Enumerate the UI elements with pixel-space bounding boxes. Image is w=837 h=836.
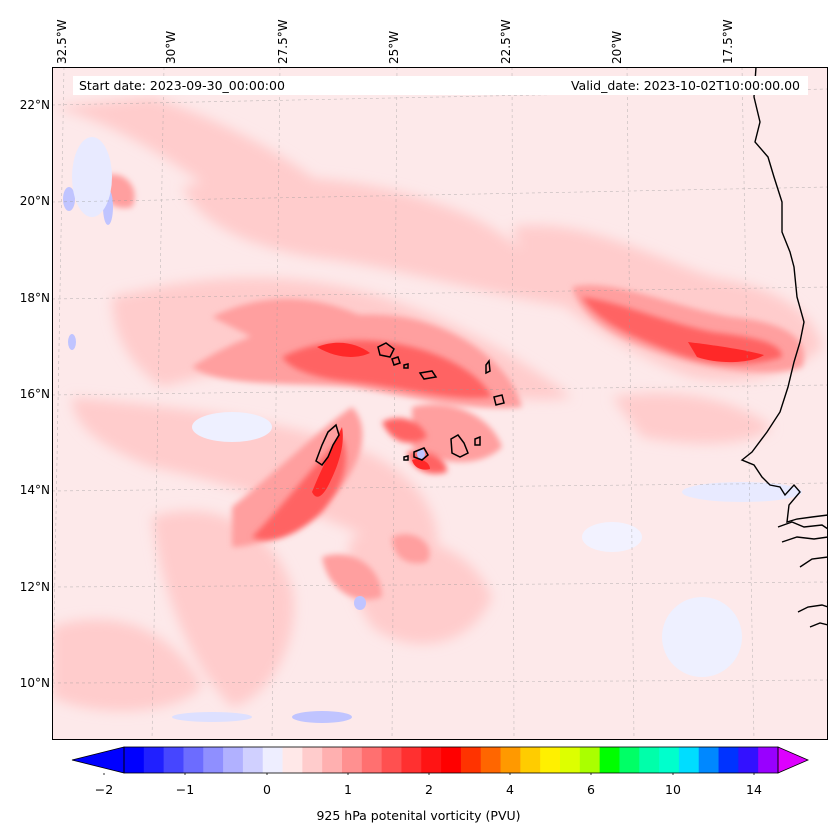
lon-label: 17.5°W	[721, 19, 735, 64]
colorbar-segment	[342, 747, 363, 773]
colorbar-tick-label: 0	[263, 782, 271, 797]
lon-label: 20°W	[610, 30, 624, 64]
colorbar-segment	[143, 747, 165, 773]
colorbar-segment	[460, 747, 482, 773]
colorbar-segment	[738, 747, 759, 773]
colorbar-tick-label: 6	[587, 782, 595, 797]
lat-label: 18°N	[19, 291, 50, 305]
colorbar-segment	[361, 747, 383, 773]
lat-label: 10°N	[19, 676, 50, 690]
colorbar-segment	[718, 747, 739, 773]
colorbar-segment	[242, 747, 264, 773]
colorbar-tick-label: 1	[344, 782, 352, 797]
colorbar-segment	[421, 747, 442, 773]
colorbar-label: 925 hPa potenital vorticity (PVU)	[316, 808, 521, 823]
colorbar-segment	[163, 747, 185, 773]
colorbar-tick-label: 4	[506, 782, 514, 797]
colorbar-segment	[183, 747, 204, 773]
colorbar-segment	[639, 747, 660, 773]
colorbar-tick-label: 2	[425, 782, 433, 797]
lat-label: 12°N	[19, 580, 50, 594]
pv-field-max	[312, 342, 764, 497]
colorbar-segment	[659, 747, 680, 773]
lon-label: 27.5°W	[276, 19, 290, 64]
colorbar-tick-label: 14	[746, 782, 762, 797]
colorbar-segment	[480, 747, 502, 773]
lat-label: 16°N	[19, 387, 50, 401]
colorbar-segment	[678, 747, 700, 773]
colorbar-ticks	[103, 773, 755, 775]
gridlines	[52, 67, 828, 740]
colorbar-under-triangle	[71, 746, 125, 774]
lon-label: 25°W	[387, 30, 401, 64]
islands	[315, 342, 505, 467]
colorbar-segment	[520, 747, 541, 773]
colorbar-segment	[322, 747, 343, 773]
colorbar-segment	[599, 747, 621, 773]
colorbar-over-triangle	[777, 746, 810, 774]
lat-label: 22°N	[19, 98, 50, 112]
colorbar-segments	[124, 747, 779, 773]
colorbar-segment	[579, 747, 601, 773]
start-date: Start date: 2023-09-30_00:00:00	[79, 78, 285, 93]
colorbar-segment	[401, 747, 422, 773]
colorbar-segment	[758, 747, 779, 773]
colorbar-segment	[223, 747, 244, 773]
colorbar-segment	[302, 747, 323, 773]
colorbar-segment	[619, 747, 640, 773]
colorbar-segment	[698, 747, 720, 773]
colorbar-tick-label: −2	[94, 782, 114, 797]
colorbar	[71, 746, 810, 775]
lon-label: 22.5°W	[499, 19, 513, 64]
colorbar-frame	[123, 746, 779, 774]
lat-label: 20°N	[19, 194, 50, 208]
colorbar-segment	[203, 747, 224, 773]
colorbar-segment	[381, 747, 403, 773]
colorbar-segment	[262, 747, 284, 773]
colorbar-segment	[441, 747, 462, 773]
colorbar-tick-label: 10	[665, 782, 681, 797]
colorbar-segment	[540, 747, 561, 773]
colorbar-segment	[560, 747, 581, 773]
lon-label: 32.5°W	[55, 19, 69, 64]
date-info-box: Start date: 2023-09-30_00:00:00 Valid_da…	[73, 76, 808, 95]
colorbar-segment	[124, 747, 145, 773]
pv-field-negative	[63, 137, 802, 723]
map-panel	[52, 67, 828, 740]
lat-label: 14°N	[19, 483, 50, 497]
colorbar-segment	[500, 747, 521, 773]
africa-coastline	[740, 67, 828, 523]
colorbar-segment	[282, 747, 303, 773]
colorbar-tick-label: −1	[175, 782, 195, 797]
coastlines	[740, 67, 828, 628]
lon-label: 30°W	[164, 30, 178, 64]
valid-date: Valid_date: 2023-10-02T10:00:00.00	[570, 78, 800, 93]
